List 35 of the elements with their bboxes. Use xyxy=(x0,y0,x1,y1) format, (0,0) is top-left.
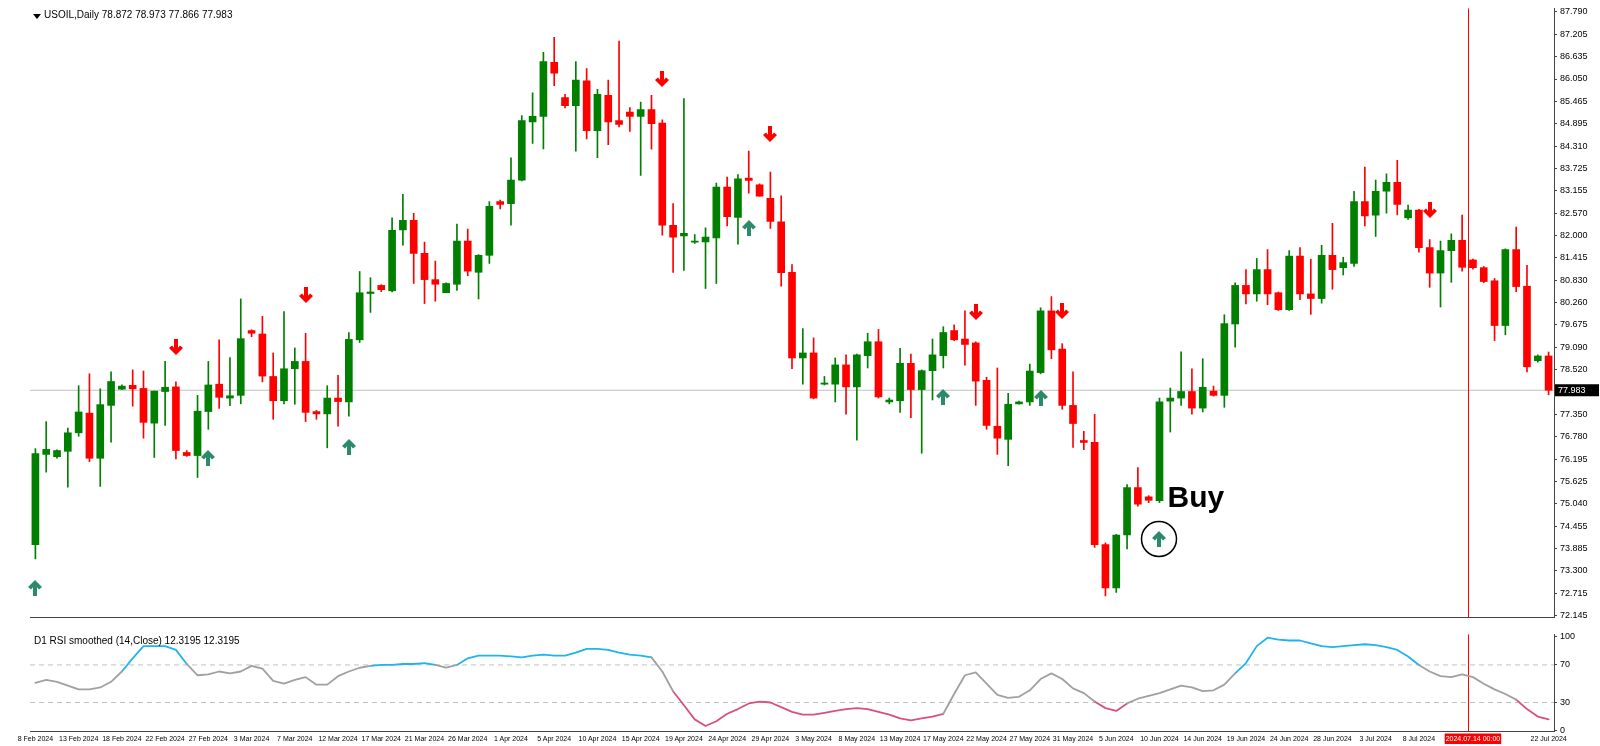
y-tick-label: 74.455 xyxy=(1560,520,1588,531)
y-tick-label: 83.725 xyxy=(1560,163,1588,174)
y-tick-label: 70 xyxy=(1560,659,1571,670)
y-tick-label: 78.520 xyxy=(1560,364,1588,375)
y-tick-label: 86.050 xyxy=(1560,73,1588,84)
ref-line-label: 77.983 xyxy=(1558,384,1586,395)
y-tick-label: 73.300 xyxy=(1560,565,1588,576)
chart-title: D1 RSI smoothed (14,Close) 12.3195 12.3195 xyxy=(34,635,241,647)
y-tick-label: 86.635 xyxy=(1560,50,1588,61)
y-tick-label: 87.205 xyxy=(1560,28,1588,39)
y-tick-label: 85.465 xyxy=(1560,96,1588,107)
chart-title: USOIL,Daily 78.872 78.973 77.866 77.983 xyxy=(44,9,233,21)
y-tick-label: 84.895 xyxy=(1560,118,1588,129)
y-tick-label: 79.675 xyxy=(1560,319,1588,330)
y-tick-label: 81.415 xyxy=(1560,252,1588,263)
y-tick-label: 75.040 xyxy=(1560,498,1588,509)
y-tick-label: 72.145 xyxy=(1560,609,1588,620)
y-tick-label: 100 xyxy=(1560,631,1576,642)
y-tick-label: 80.830 xyxy=(1560,274,1588,285)
y-tick-label: 84.310 xyxy=(1560,140,1588,151)
annotation: Buy xyxy=(1167,480,1225,514)
y-tick-label: 82.570 xyxy=(1560,207,1588,218)
y-tick-label: 80.260 xyxy=(1560,296,1588,307)
y-tick-label: 83.155 xyxy=(1560,185,1588,196)
y-tick-label: 76.195 xyxy=(1560,453,1588,464)
y-tick-label: 75.625 xyxy=(1560,475,1588,486)
y-tick-label: 79.090 xyxy=(1560,342,1588,353)
y-tick-label: 0 xyxy=(1560,725,1566,736)
y-tick-label: 72.715 xyxy=(1560,587,1588,598)
y-tick-label: 87.790 xyxy=(1560,6,1588,17)
y-tick-label: 77.350 xyxy=(1560,409,1588,420)
y-tick-label: 82.000 xyxy=(1560,229,1588,240)
y-tick-label: 73.885 xyxy=(1560,542,1588,553)
y-tick-label: 30 xyxy=(1560,696,1571,707)
y-tick-label: 76.780 xyxy=(1560,431,1588,442)
